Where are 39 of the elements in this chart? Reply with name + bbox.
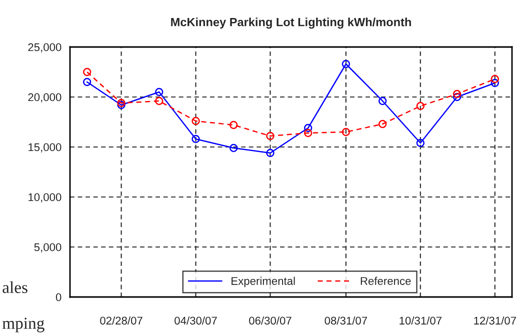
point (342, 60, 350, 68)
x-tick-label: 04/30/07 (174, 316, 217, 325)
point (266, 148, 274, 158)
x-tick-label: 12/31/07 (474, 316, 516, 325)
legend-label: Experimental (232, 276, 295, 288)
x-tick-label: 10/31/07 (400, 316, 442, 325)
chart-title: McKinney Parking Lot Lighting kWh/month (171, 18, 411, 29)
x-tick-label: 08/31/07 (324, 316, 368, 325)
point (266, 132, 274, 140)
point (82, 78, 92, 86)
text: mping (2, 318, 44, 332)
point (155, 88, 164, 96)
point (452, 90, 462, 98)
point (378, 120, 387, 128)
y-tick-label: 10,000 (28, 193, 62, 202)
point (82, 68, 92, 76)
point (342, 128, 350, 136)
point (416, 102, 425, 110)
y-tick-label: 5,000 (34, 243, 62, 252)
legend-label: Reference (360, 276, 411, 285)
point (230, 120, 238, 130)
text: ales (2, 281, 28, 294)
point (304, 124, 312, 132)
point (378, 96, 387, 106)
point (230, 144, 238, 152)
y-tick-label: 25,000 (28, 43, 62, 52)
point (452, 92, 462, 102)
x-tick-label: 02/28/07 (100, 316, 142, 325)
y-tick-label: 20,000 (28, 93, 62, 102)
point (490, 78, 500, 88)
x-tick-label: 06/30/07 (249, 316, 292, 325)
point (490, 74, 500, 84)
point (155, 96, 164, 106)
y-tick-label: 15,000 (28, 143, 62, 152)
point (416, 138, 425, 148)
point (192, 116, 200, 126)
point (192, 134, 200, 144)
y-tick-label: 0 (56, 293, 62, 302)
point (304, 128, 312, 138)
